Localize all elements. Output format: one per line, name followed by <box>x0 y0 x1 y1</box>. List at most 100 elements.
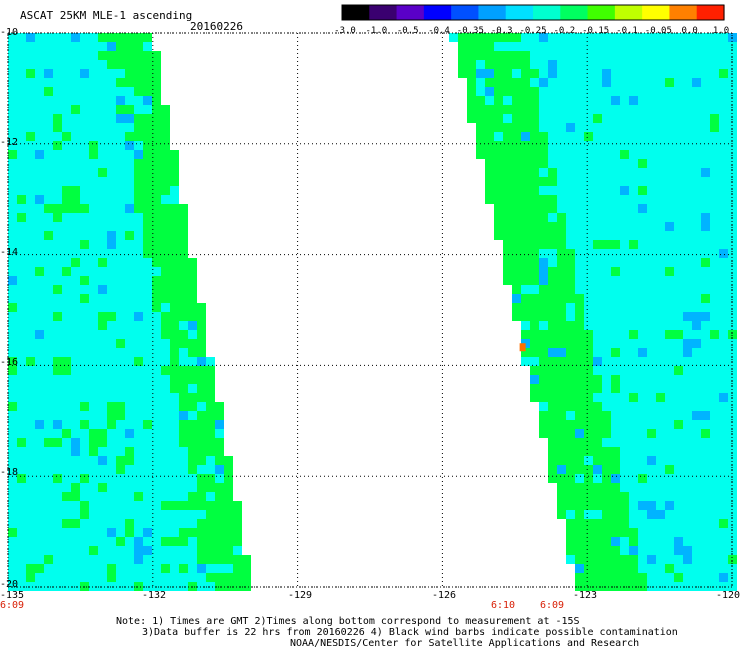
swath-cell <box>53 150 62 159</box>
swath-cell <box>107 87 116 96</box>
swath-cell <box>125 492 134 501</box>
swath-cell <box>17 537 26 546</box>
swath-cell <box>26 429 35 438</box>
swath-cell <box>548 240 557 249</box>
swath-cell <box>170 186 179 195</box>
swath-cell <box>683 321 692 330</box>
swath-cell <box>107 150 116 159</box>
swath-cell <box>197 447 206 456</box>
swath-cell <box>71 222 80 231</box>
swath-cell <box>530 240 539 249</box>
swath-cell <box>53 33 62 42</box>
swath-cell <box>116 213 125 222</box>
swath-cell <box>584 483 593 492</box>
swath-cell <box>80 60 89 69</box>
swath-cell <box>143 546 152 555</box>
swath-cell <box>665 573 674 582</box>
swath-cell <box>35 546 44 555</box>
swath-cell <box>629 213 638 222</box>
swath-cell <box>197 375 206 384</box>
swath-cell <box>143 33 152 42</box>
swath-cell <box>602 537 611 546</box>
swath-cell <box>539 411 548 420</box>
swath-cell <box>665 258 674 267</box>
swath-cell <box>710 411 719 420</box>
swath-cell <box>530 213 539 222</box>
swath-cell <box>35 447 44 456</box>
swath-cell <box>89 348 98 357</box>
swath-cell <box>728 438 737 447</box>
swath-cell <box>665 204 674 213</box>
swath-cell <box>62 312 71 321</box>
swath-cell <box>539 114 548 123</box>
swath-cell <box>107 438 116 447</box>
swath-cell <box>602 294 611 303</box>
swath-cell <box>593 87 602 96</box>
swath-cell <box>107 384 116 393</box>
swath-cell <box>35 258 44 267</box>
swath-cell <box>143 420 152 429</box>
swath-cell <box>692 312 701 321</box>
swath-cell <box>44 96 53 105</box>
swath-cell <box>566 177 575 186</box>
swath-cell <box>107 546 116 555</box>
swath-cell <box>179 564 188 573</box>
swath-cell <box>719 447 728 456</box>
swath-cell <box>719 330 728 339</box>
swath-cell <box>143 60 152 69</box>
swath-cell <box>179 393 188 402</box>
swath-cell <box>485 195 494 204</box>
swath-cell <box>35 240 44 249</box>
swath-cell <box>566 474 575 483</box>
swath-cell <box>179 420 188 429</box>
swath-cell <box>80 555 89 564</box>
swath-cell <box>71 474 80 483</box>
swath-cell <box>188 474 197 483</box>
swath-cell <box>224 564 233 573</box>
swath-cell <box>683 87 692 96</box>
swath-cell <box>206 393 215 402</box>
swath-cell <box>170 276 179 285</box>
swath-cell <box>647 573 656 582</box>
swath-cell <box>656 267 665 276</box>
swath-cell <box>620 519 629 528</box>
swath-cell <box>98 51 107 60</box>
swath-cell <box>8 483 17 492</box>
swath-cell <box>584 150 593 159</box>
swath-cell <box>674 276 683 285</box>
swath-cell <box>620 573 629 582</box>
swath-cell <box>584 267 593 276</box>
swath-cell <box>665 537 674 546</box>
swath-cell <box>710 78 719 87</box>
swath-cell <box>638 33 647 42</box>
swath-cell <box>584 348 593 357</box>
swath-cell <box>701 573 710 582</box>
swath-cell <box>593 249 602 258</box>
swath-cell <box>35 555 44 564</box>
swath-cell <box>26 87 35 96</box>
swath-cell <box>152 276 161 285</box>
swath-cell <box>719 501 728 510</box>
swath-cell <box>539 42 548 51</box>
swath-cell <box>170 582 179 591</box>
swath-cell <box>206 402 215 411</box>
swath-cell <box>125 276 134 285</box>
swath-cell <box>548 33 557 42</box>
swath-cell <box>665 456 674 465</box>
swath-cell <box>692 510 701 519</box>
swath-cell <box>107 303 116 312</box>
swath-cell <box>557 186 566 195</box>
swath-cell <box>35 33 44 42</box>
swath-cell <box>35 294 44 303</box>
swath-cell <box>80 96 89 105</box>
swath-cell <box>206 519 215 528</box>
swath-cell <box>98 510 107 519</box>
swath-cell <box>557 411 566 420</box>
swath-cell <box>512 33 521 42</box>
swath-cell <box>35 69 44 78</box>
swath-cell <box>566 132 575 141</box>
swath-cell <box>620 114 629 123</box>
swath-cell <box>719 573 728 582</box>
swath-cell <box>8 546 17 555</box>
swath-cell <box>80 474 89 483</box>
